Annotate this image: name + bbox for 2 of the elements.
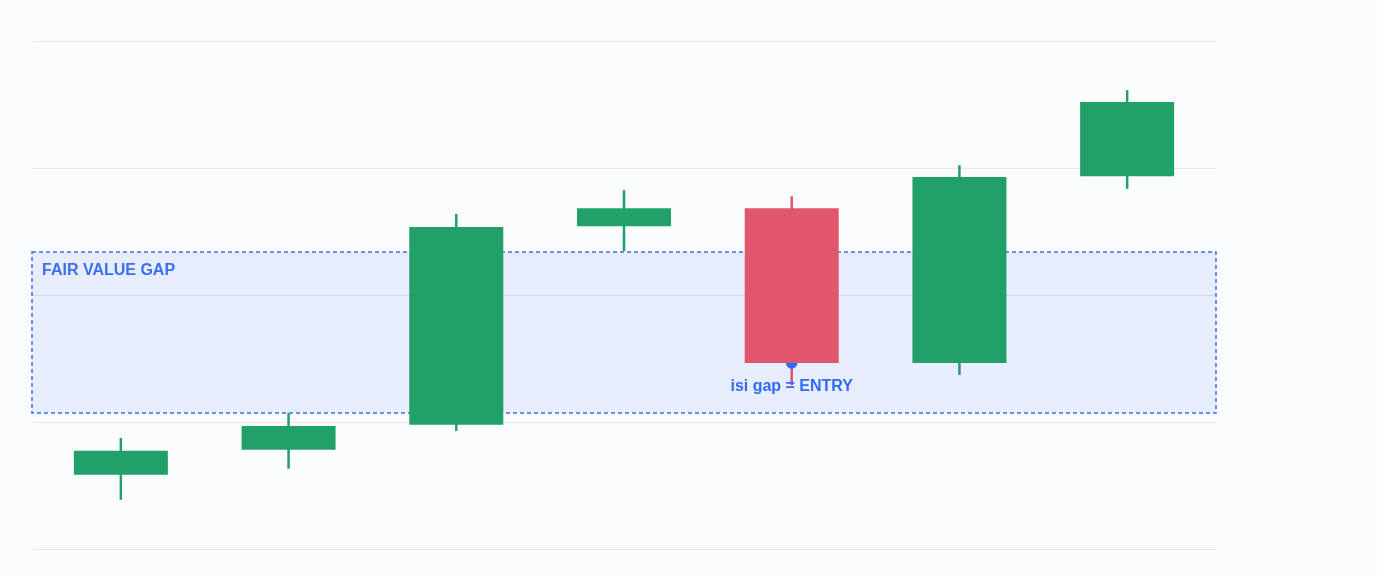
band-label: FAIR VALUE GAP [42, 260, 176, 278]
annotation: isi gap = ENTRY [730, 377, 854, 395]
